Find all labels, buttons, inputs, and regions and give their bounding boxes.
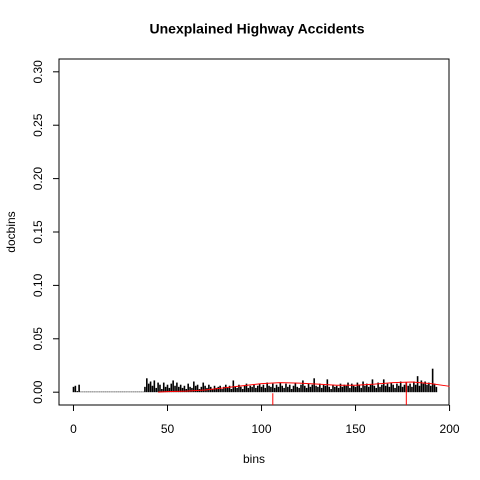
y-tick-label: 0.15 [31, 220, 45, 244]
y-axis-label: docbins [4, 211, 18, 252]
y-tick-label: 0.05 [31, 327, 45, 351]
y-tick-label: 0.00 [31, 380, 45, 404]
x-tick-label: 0 [70, 422, 77, 436]
fit-curve [158, 381, 450, 393]
y-tick-label: 0.10 [31, 273, 45, 297]
x-tick-label: 150 [346, 422, 366, 436]
x-tick-label: 50 [161, 422, 175, 436]
plot-frame [58, 58, 450, 406]
y-tick-label: 0.20 [31, 167, 45, 191]
y-tick-label: 0.25 [31, 113, 45, 137]
x-tick-label: 200 [440, 422, 460, 436]
x-axis-label: bins [243, 452, 265, 466]
y-tick-label: 0.30 [31, 60, 45, 84]
x-tick-label: 100 [252, 422, 272, 436]
chart-title: Unexplained Highway Accidents [150, 21, 365, 37]
